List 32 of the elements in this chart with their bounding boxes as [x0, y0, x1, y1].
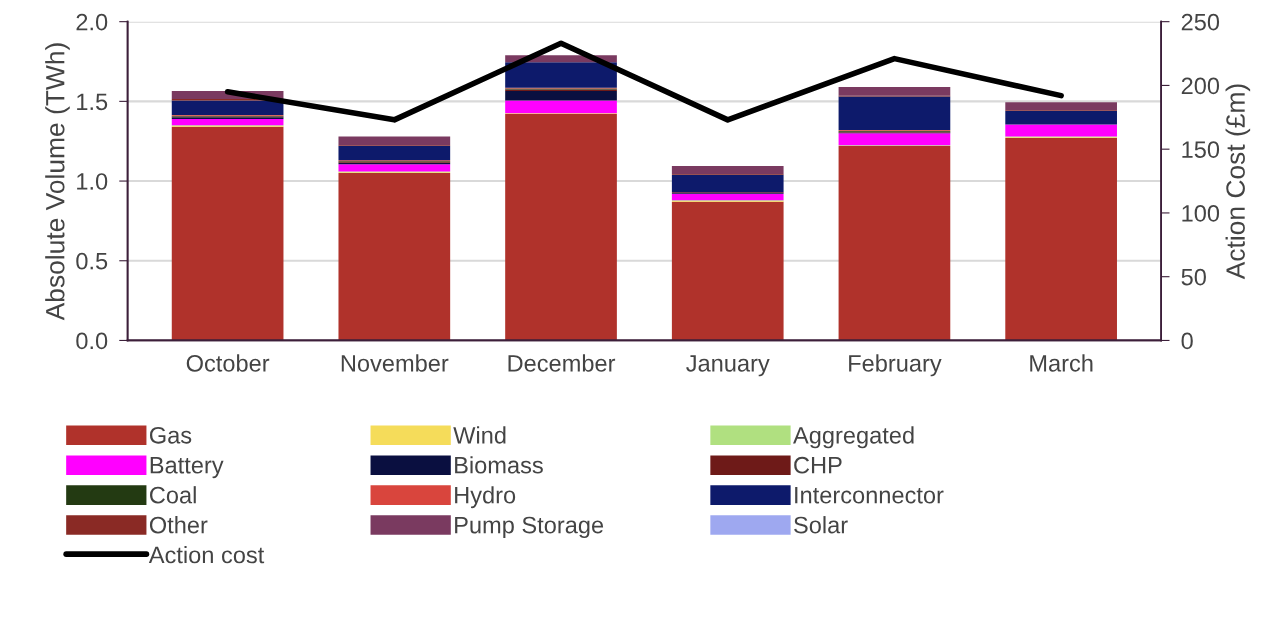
legend-label: CHP [794, 456, 842, 474]
x-tick-label: February [849, 354, 942, 377]
x-tick-label: December [508, 354, 616, 372]
y2-tick-label: 100 [1182, 205, 1220, 222]
y2-tick-label: 0 [1181, 332, 1193, 350]
y2-axis-title: Action Cost (£m) [1225, 84, 1251, 280]
y2-tick-label: 150 [1182, 141, 1220, 158]
y2-tick-label: 50 [1181, 268, 1206, 286]
legend-label: Action cost [148, 546, 265, 564]
y2-tick-label: 250 [1181, 13, 1220, 31]
legend-label: Other [149, 516, 208, 534]
y-tick-label: 1.5 [77, 93, 108, 111]
legend-label: Interconnector [795, 487, 944, 504]
legend-label: Gas [149, 426, 192, 444]
legend-label: Biomass [455, 456, 543, 474]
legend-label: Hydro [455, 486, 516, 509]
legend-label: Solar [794, 516, 848, 534]
x-tick-label: October [186, 354, 270, 372]
legend-label: Aggregated [793, 426, 914, 449]
y-axis-title: Absolute Volume (TWh) [45, 43, 70, 321]
y-tick-label: 1.0 [77, 173, 108, 190]
legend-label: Pump Storage [455, 516, 604, 539]
legend-label: Wind [453, 426, 506, 444]
x-tick-label: January [686, 355, 770, 377]
x-tick-label: November [341, 354, 449, 372]
y-tick-label: 2.0 [76, 13, 108, 31]
x-tick-label: March [1030, 354, 1093, 372]
legend-label: Battery [150, 457, 224, 479]
y-tick-label: 0.0 [76, 332, 108, 350]
y2-tick-label: 200 [1181, 77, 1220, 95]
legend-label: Coal [150, 486, 196, 504]
y-tick-label: 0.5 [76, 252, 108, 270]
